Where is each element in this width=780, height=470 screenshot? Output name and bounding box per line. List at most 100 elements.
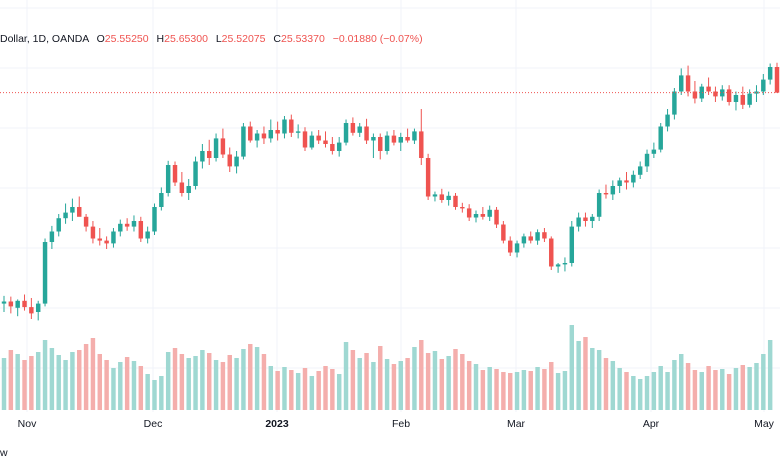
volume-bar <box>425 353 431 410</box>
candle <box>145 226 150 244</box>
candle <box>391 130 397 146</box>
x-tick-label: Nov <box>18 418 37 430</box>
candle <box>330 137 335 155</box>
symbol-label: Dollar, 1D, OANDA <box>0 33 89 45</box>
candle <box>576 212 581 232</box>
candle <box>624 172 629 190</box>
candle-body <box>590 216 595 221</box>
volume-bar <box>720 369 725 410</box>
candle <box>774 62 780 93</box>
volume-bar <box>200 350 205 410</box>
volume-bar <box>535 367 540 410</box>
candle-body <box>460 207 465 209</box>
candle-body <box>138 221 144 239</box>
candle-body <box>644 153 650 167</box>
candle <box>152 203 157 235</box>
candle-body <box>371 137 376 141</box>
candle <box>207 139 212 165</box>
candle-body <box>549 238 554 267</box>
low-value: 25.52075 <box>221 33 266 45</box>
candle-body <box>207 151 212 158</box>
volume-bars <box>1 325 773 410</box>
candle <box>446 191 451 206</box>
low-label: L <box>215 33 222 45</box>
candle-body <box>446 195 451 200</box>
close-value: 25.53370 <box>280 33 325 45</box>
candle <box>343 119 349 146</box>
candle-body <box>487 209 492 217</box>
candle <box>651 142 657 158</box>
candle <box>747 89 752 108</box>
volume-bar <box>624 372 629 410</box>
volume-bar <box>1 358 7 410</box>
candle <box>357 123 362 137</box>
candle <box>733 91 739 111</box>
candle-body <box>412 131 417 141</box>
x-tick-label: Feb <box>392 418 410 430</box>
candle-body <box>323 140 328 144</box>
volume-bar <box>213 360 219 410</box>
open-label: O <box>96 33 105 45</box>
candle-body <box>90 226 96 239</box>
candle <box>138 216 144 242</box>
candle-body <box>70 207 75 213</box>
volume-bar <box>446 356 451 410</box>
volume-bar <box>501 372 506 410</box>
volume-bar <box>767 340 773 410</box>
volume-bar <box>419 340 424 410</box>
candle-body <box>330 144 335 151</box>
volume-bar <box>378 346 383 410</box>
candle-body <box>357 126 362 133</box>
volume-bar <box>371 362 376 410</box>
candle <box>665 109 670 132</box>
volume-bar <box>637 379 643 410</box>
candle-body <box>282 119 287 134</box>
candle-body <box>295 131 301 133</box>
candle <box>501 221 506 244</box>
change-value: −0.01880 (−0.07%) <box>332 33 423 45</box>
candle <box>227 147 232 172</box>
volume-bar <box>610 361 616 410</box>
volume-bar <box>364 353 369 410</box>
volume-bar <box>672 360 677 410</box>
candle <box>658 123 663 153</box>
candle <box>289 114 294 137</box>
x-tick-label: 2023 <box>265 418 289 430</box>
candle <box>268 119 274 143</box>
volume-bar <box>124 357 130 410</box>
candle <box>165 160 171 197</box>
candle-body <box>583 217 588 221</box>
volume-bar <box>514 372 520 410</box>
candle-body <box>672 91 677 115</box>
candle-body <box>364 126 369 141</box>
candle <box>90 221 96 244</box>
volume-bar <box>528 371 533 410</box>
volume-bar <box>29 356 34 410</box>
candle-body <box>343 123 349 143</box>
candle-body <box>398 137 403 143</box>
volume-bar <box>193 356 198 410</box>
candle <box>692 81 698 104</box>
volume-bar <box>679 354 684 410</box>
candle-body <box>131 221 137 227</box>
volume-bar <box>275 371 280 410</box>
candle-body <box>576 217 581 227</box>
candle <box>111 228 116 248</box>
candle <box>131 215 137 232</box>
x-tick-label: Apr <box>643 418 660 430</box>
candle <box>248 121 253 143</box>
candle-body <box>42 242 48 304</box>
volume-bar <box>316 371 321 410</box>
candle <box>8 296 14 314</box>
volume-bar <box>685 363 691 410</box>
candle <box>596 189 602 221</box>
volume-bar <box>90 338 96 410</box>
candle-body <box>494 209 499 225</box>
volume-bar <box>542 369 547 410</box>
candle-body <box>63 212 68 219</box>
volume-bar <box>49 348 55 410</box>
candle-body <box>767 67 773 80</box>
candle <box>405 128 410 143</box>
candle <box>56 214 61 237</box>
